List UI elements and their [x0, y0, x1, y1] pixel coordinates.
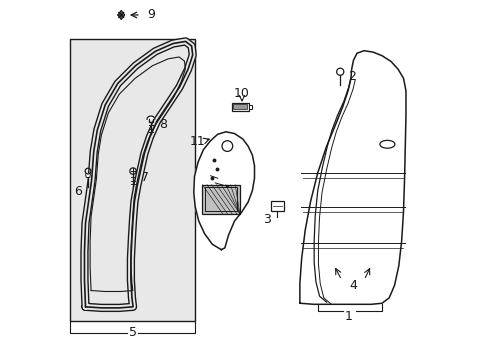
Text: 7: 7 [141, 171, 149, 184]
Text: 4: 4 [349, 279, 357, 292]
Bar [231, 103, 248, 111]
Polygon shape [85, 174, 90, 177]
Polygon shape [193, 132, 254, 249]
Text: 11: 11 [189, 135, 205, 148]
Polygon shape [147, 116, 155, 119]
Polygon shape [299, 51, 405, 304]
Bar [205, 187, 237, 211]
Text: 6: 6 [74, 185, 82, 198]
Bar [271, 201, 283, 211]
Text: 9: 9 [147, 9, 155, 22]
Bar [248, 105, 251, 109]
Text: 1: 1 [344, 310, 352, 323]
Bar [233, 104, 247, 109]
Text: 8: 8 [159, 118, 166, 131]
Text: 10: 10 [234, 87, 249, 100]
Text: 3: 3 [262, 213, 270, 226]
Text: 5: 5 [128, 327, 137, 339]
Text: 2: 2 [347, 70, 355, 83]
Bar [70, 39, 195, 321]
Bar [202, 185, 240, 214]
